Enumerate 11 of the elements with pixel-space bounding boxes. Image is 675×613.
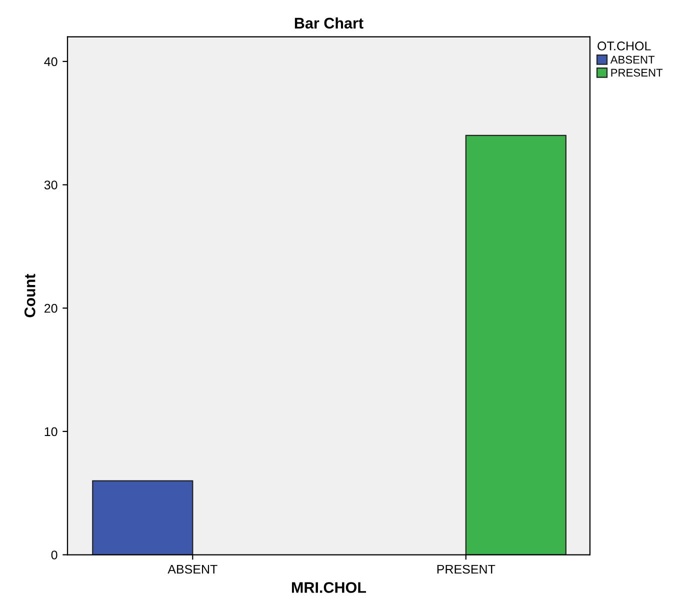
legend-label: ABSENT <box>610 56 655 64</box>
y-tick-label: 10 <box>44 427 58 436</box>
y-tick-label: 0 <box>51 550 58 560</box>
y-tick-label: 20 <box>44 304 58 313</box>
y-axis-title: Count <box>24 274 36 318</box>
y-tick-label: 30 <box>44 180 58 190</box>
y-tick-label: 40 <box>44 57 58 66</box>
chart-title: Bar Chart <box>294 17 364 29</box>
x-axis-title: MRI.CHOL <box>292 582 366 593</box>
legend-title: OT.CHOL <box>598 42 651 50</box>
legend-label: PRESENT <box>611 68 663 77</box>
